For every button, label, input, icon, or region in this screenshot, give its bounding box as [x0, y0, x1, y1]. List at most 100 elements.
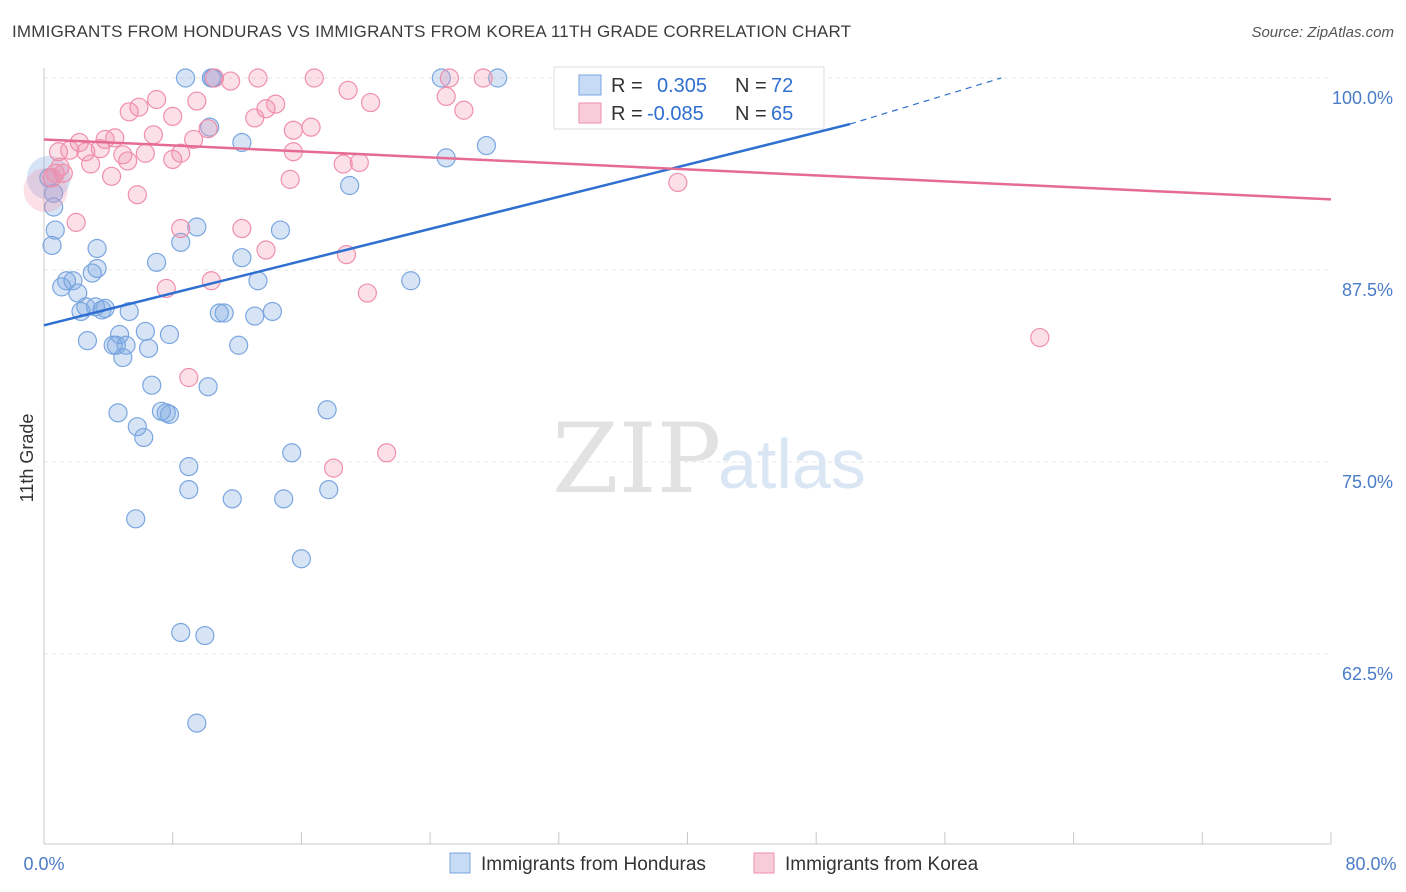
watermark-zip: ZIP: [552, 403, 721, 515]
korea-point: [668, 172, 688, 193]
korea-point: [147, 89, 167, 110]
honduras-point: [274, 489, 294, 509]
honduras-point: [142, 375, 162, 395]
honduras-point: [147, 252, 167, 272]
honduras-point: [209, 303, 229, 323]
honduras-point: [44, 197, 64, 217]
legend-swatch-korea: [578, 102, 602, 124]
honduras-point: [87, 238, 107, 259]
honduras-point: [108, 403, 128, 423]
honduras-point: [232, 248, 252, 268]
korea-point: [439, 68, 460, 88]
korea-point: [81, 154, 101, 174]
x-tick-marks: [43, 832, 1332, 844]
honduras-point: [270, 220, 291, 240]
honduras-point: [319, 480, 339, 500]
korea-point: [323, 458, 344, 478]
korea-point: [42, 168, 62, 188]
korea-point: [127, 185, 147, 205]
korea-point: [60, 140, 80, 160]
y-tick-label: 100.0%: [1332, 88, 1393, 108]
honduras-point: [156, 403, 176, 423]
korea-point: [357, 283, 377, 303]
honduras-point: [56, 271, 77, 291]
korea-point: [171, 218, 191, 239]
honduras-point: [171, 232, 191, 252]
legend-r-label-korea: R =: [611, 103, 643, 125]
honduras-point: [44, 183, 64, 203]
honduras-point: [119, 301, 139, 322]
honduras-point: [222, 489, 242, 509]
trend-lines: [43, 77, 1332, 327]
korea-point: [53, 163, 73, 183]
honduras-point: [232, 132, 252, 153]
source-label: Source: ZipAtlas.com: [1251, 24, 1394, 41]
y-tick-label: 75.0%: [1342, 472, 1393, 492]
korea-point: [256, 240, 276, 260]
honduras-point: [171, 622, 191, 643]
honduras-point: [198, 377, 218, 397]
korea-point: [143, 125, 163, 145]
honduras-point: [187, 713, 207, 733]
honduras-point: [262, 301, 283, 322]
honduras-point: [291, 549, 311, 569]
y-tick-labels: 100.0% 87.5% 75.0% 62.5%: [1332, 88, 1393, 684]
korea-point: [232, 218, 252, 239]
watermark-atlas: atlas: [718, 425, 866, 503]
legend-box: R = 0.305 N = 72 R = -0.085 N = 65: [553, 66, 825, 130]
honduras-point: [476, 135, 497, 156]
honduras-point: [106, 335, 126, 355]
korea-point: [66, 212, 86, 232]
korea-point: [248, 68, 268, 88]
korea-point: [198, 119, 218, 139]
honduras-trend-line: [43, 122, 851, 327]
bottom-legend-swatch-honduras: [449, 852, 471, 874]
bottom-legend-label-korea: Immigrants from Korea: [785, 854, 979, 875]
legend-r-value-honduras: 0.305: [657, 75, 707, 97]
honduras-point: [179, 457, 199, 477]
honduras-point: [110, 324, 130, 345]
korea-point: [338, 80, 358, 100]
korea-point: [283, 120, 303, 140]
korea-point: [266, 94, 286, 114]
korea-point: [204, 68, 225, 88]
honduras-point: [45, 220, 65, 240]
korea-point: [280, 169, 300, 189]
honduras-point: [488, 68, 508, 88]
korea-point: [118, 151, 138, 171]
honduras-point: [159, 404, 180, 424]
korea-point: [187, 91, 207, 111]
korea-point: [436, 86, 456, 107]
honduras-point: [245, 306, 265, 326]
korea-point: [304, 68, 324, 88]
korea-point: [119, 102, 139, 122]
legend-r-label-honduras: R =: [611, 75, 643, 97]
korea-point: [301, 117, 321, 137]
honduras-point: [195, 625, 215, 646]
honduras-point: [401, 271, 421, 291]
x-tick-label-max: 80.0%: [1345, 854, 1396, 874]
korea-point: [184, 129, 204, 150]
korea-point: [95, 129, 115, 150]
korea-point: [171, 143, 191, 163]
legend-n-value-honduras: 72: [771, 75, 793, 97]
korea-point: [135, 143, 155, 163]
legend-n-label-korea: N =: [735, 103, 767, 125]
korea-point: [221, 71, 241, 91]
honduras-point: [126, 509, 146, 529]
korea-point: [90, 139, 110, 159]
korea-point: [454, 100, 474, 120]
korea-point: [377, 443, 397, 463]
bottom-legend-swatch-korea: [753, 852, 775, 874]
y-tick-label: 87.5%: [1342, 280, 1393, 300]
legend-r-value-korea: -0.085: [647, 103, 704, 125]
honduras-point: [113, 347, 133, 368]
legend-swatch-honduras: [578, 74, 602, 96]
honduras-point-large: [26, 155, 71, 200]
honduras-point: [431, 68, 451, 88]
honduras-point: [82, 263, 102, 283]
honduras-point: [179, 480, 199, 500]
korea-point: [163, 106, 183, 127]
korea-point: [349, 152, 369, 173]
